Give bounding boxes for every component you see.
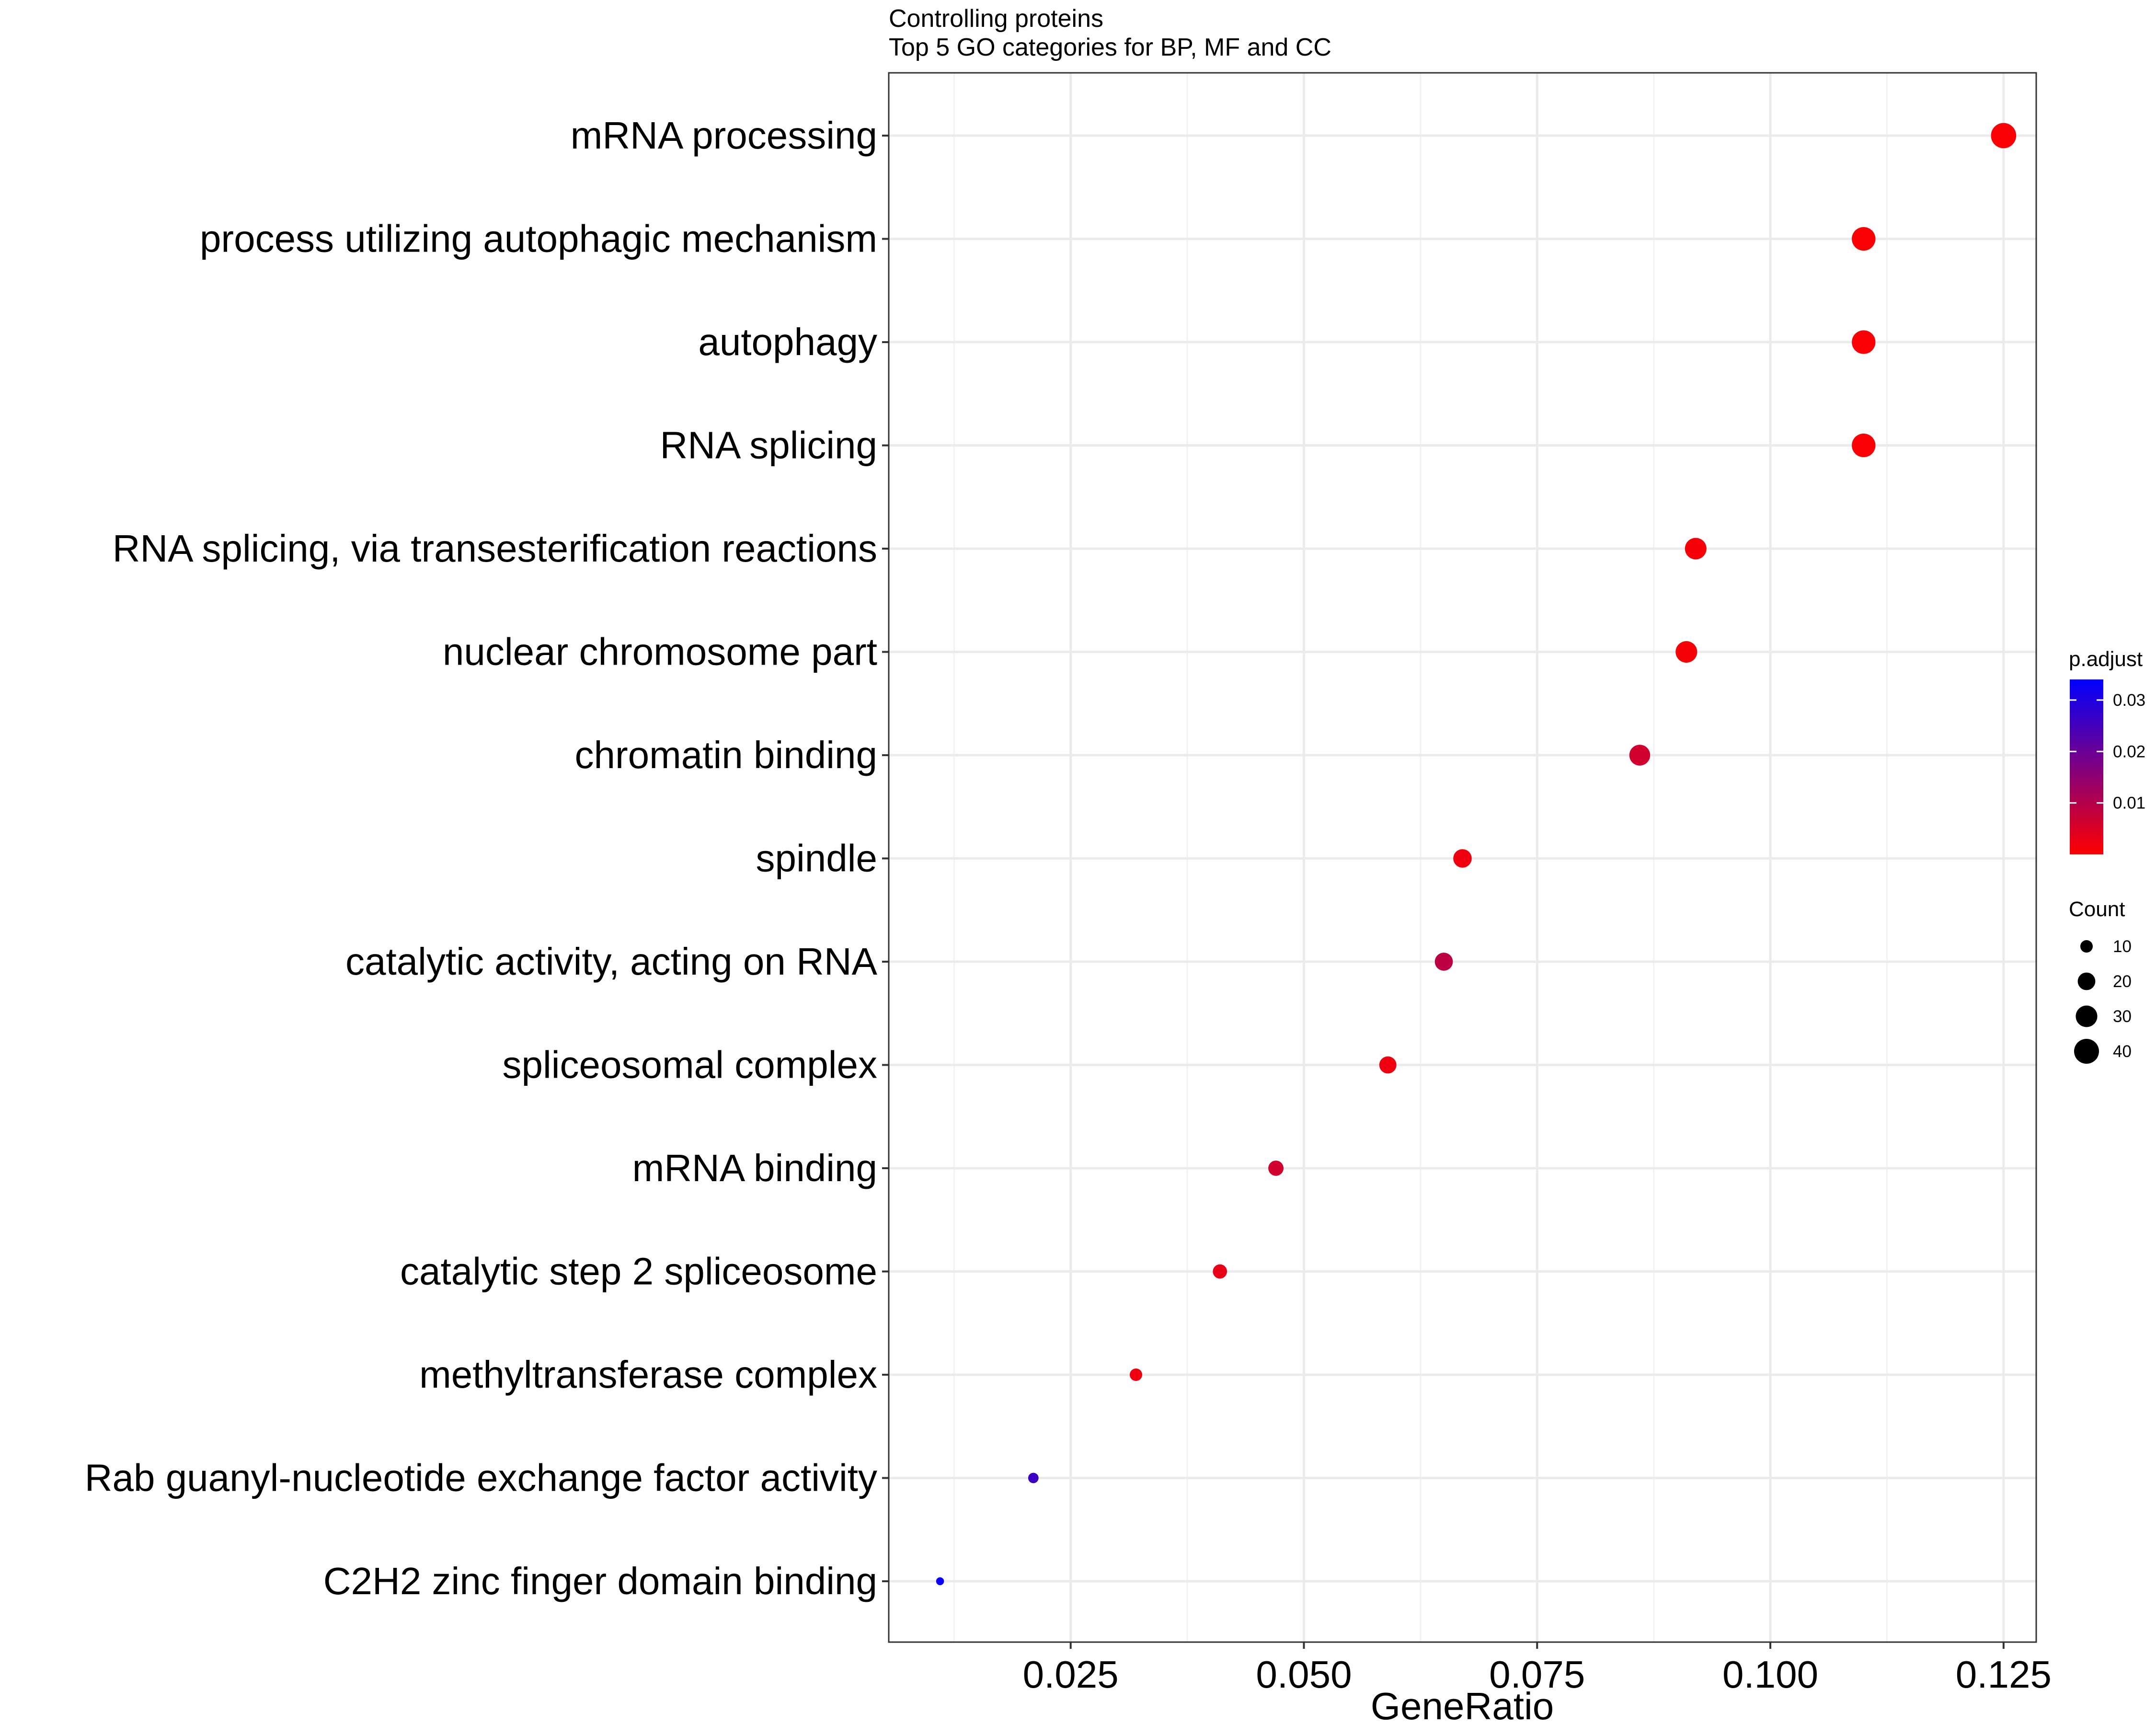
data-point (1453, 849, 1472, 868)
y-tick-label: methyltransferase complex (419, 1353, 877, 1396)
major-gridlines (889, 73, 2036, 1642)
x-tick-label: 0.100 (1722, 1653, 1818, 1696)
p-adjust-legend: p.adjust 0.01 0.02 0.03 (2069, 647, 2145, 854)
x-axis: 0.025 0.050 0.075 0.100 0.125 (1023, 1642, 2052, 1696)
data-point (1028, 1472, 1039, 1484)
y-tick-label: mRNA processing (571, 114, 877, 157)
data-point (1852, 330, 1876, 354)
y-tick-label: RNA splicing (660, 424, 877, 467)
colorbar-tick-label: 0.03 (2113, 691, 2145, 710)
data-point (1129, 1368, 1142, 1381)
colorbar-tick-label: 0.02 (2113, 742, 2145, 761)
data-point (1379, 1056, 1397, 1074)
count-key-dot (2076, 1005, 2098, 1027)
x-axis-label: GeneRatio (1371, 1685, 1554, 1725)
count-key-label: 20 (2113, 972, 2132, 991)
count-key-label: 30 (2113, 1007, 2132, 1026)
chart-subtitle: Top 5 GO categories for BP, MF and CC (889, 34, 1331, 61)
count-key-label: 10 (2113, 937, 2132, 956)
data-point (936, 1577, 944, 1586)
x-tick-label: 0.125 (1956, 1653, 2052, 1696)
p-adjust-colorbar (2070, 679, 2103, 854)
data-point (1991, 123, 2017, 149)
y-tick-label: catalytic step 2 spliceosome (400, 1250, 877, 1293)
y-tick-label: spindle (756, 837, 877, 880)
data-point (1434, 953, 1453, 971)
count-key-label: 40 (2113, 1042, 2132, 1061)
y-tick-label: RNA splicing, via transesterification re… (113, 527, 877, 570)
colorbar-tick-label: 0.01 (2113, 794, 2145, 813)
data-point (1213, 1264, 1227, 1279)
y-tick-label: Rab guanyl-nucleotide exchange factor ac… (85, 1457, 877, 1499)
x-tick-label: 0.025 (1023, 1653, 1119, 1696)
count-legend-title: Count (2069, 897, 2125, 921)
data-point (1629, 745, 1651, 766)
y-tick-label: catalytic activity, acting on RNA (345, 940, 878, 983)
y-tick-label: process utilizing autophagic mechanism (200, 218, 877, 260)
data-point (1685, 538, 1707, 560)
y-tick-label: autophagy (698, 321, 877, 363)
x-tick-label: 0.075 (1489, 1653, 1585, 1696)
count-key-dot (2080, 940, 2093, 953)
count-key-dot (2074, 1039, 2099, 1064)
count-legend: Count 10 20 30 40 (2069, 897, 2132, 1064)
data-point (1852, 227, 1876, 251)
count-key-dot (2077, 972, 2096, 990)
data-points (936, 123, 2017, 1586)
x-tick-label: 0.050 (1256, 1653, 1352, 1696)
y-tick-label: spliceosomal complex (502, 1044, 877, 1086)
data-point (1268, 1161, 1284, 1176)
p-adjust-legend-title: p.adjust (2069, 647, 2143, 671)
y-tick-label: nuclear chromosome part (443, 631, 877, 673)
y-tick-label: chromatin binding (575, 734, 877, 776)
data-point (1852, 433, 1876, 458)
y-tick-label: mRNA binding (632, 1147, 877, 1189)
y-axis: mRNA processing process utilizing autopha… (85, 114, 889, 1602)
y-tick-label: C2H2 zinc finger domain binding (323, 1560, 877, 1602)
chart-title: Controlling proteins (889, 5, 1103, 33)
data-point (1675, 641, 1697, 663)
